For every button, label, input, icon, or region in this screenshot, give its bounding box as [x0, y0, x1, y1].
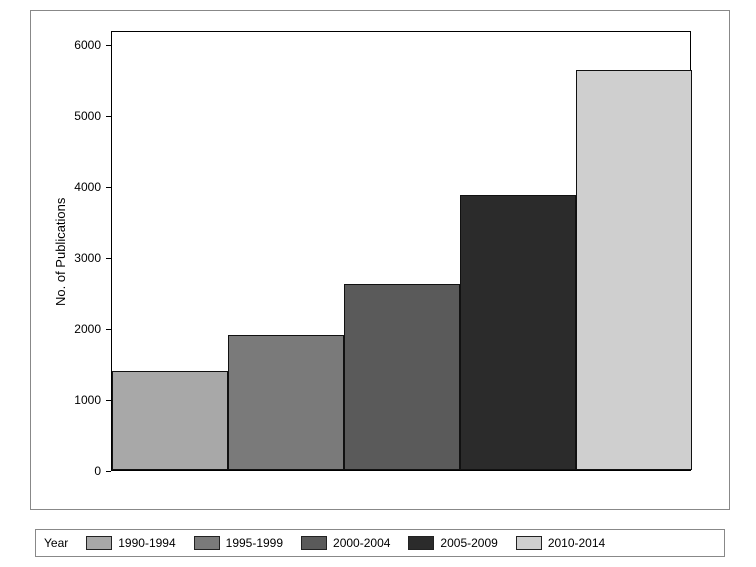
bar	[576, 70, 692, 470]
legend: Year 1990-1994 1995-1999 2000-2004 2005-200…	[35, 529, 725, 557]
legend-swatch	[86, 536, 112, 550]
ytick-label: 2000	[51, 322, 101, 336]
plot-area	[111, 31, 691, 471]
ytick-mark	[106, 187, 111, 188]
legend-item: 2005-2009	[408, 536, 497, 550]
legend-item: 2010-2014	[516, 536, 605, 550]
legend-swatch	[194, 536, 220, 550]
bar	[112, 371, 228, 470]
bar	[228, 335, 344, 470]
legend-label: 2010-2014	[548, 536, 605, 550]
bar	[344, 284, 460, 470]
legend-label: 2005-2009	[440, 536, 497, 550]
ytick-label: 3000	[51, 251, 101, 265]
ytick-mark	[106, 471, 111, 472]
ytick-mark	[106, 329, 111, 330]
ytick-label: 1000	[51, 393, 101, 407]
ytick-label: 4000	[51, 180, 101, 194]
chart-container: No. of Publications 01000200030004000500…	[0, 0, 756, 567]
ytick-label: 0	[51, 464, 101, 478]
ytick-label: 6000	[51, 38, 101, 52]
legend-label: 1990-1994	[118, 536, 175, 550]
legend-label: 1995-1999	[226, 536, 283, 550]
legend-label: 2000-2004	[333, 536, 390, 550]
ytick-mark	[106, 45, 111, 46]
ytick-mark	[106, 400, 111, 401]
ytick-label: 5000	[51, 109, 101, 123]
legend-title: Year	[44, 536, 68, 550]
legend-swatch	[301, 536, 327, 550]
bar	[460, 195, 576, 470]
chart-frame: No. of Publications 01000200030004000500…	[30, 10, 730, 510]
ytick-mark	[106, 258, 111, 259]
legend-item: 1990-1994	[86, 536, 175, 550]
legend-item: 2000-2004	[301, 536, 390, 550]
legend-item: 1995-1999	[194, 536, 283, 550]
legend-swatch	[408, 536, 434, 550]
legend-swatch	[516, 536, 542, 550]
ytick-mark	[106, 116, 111, 117]
